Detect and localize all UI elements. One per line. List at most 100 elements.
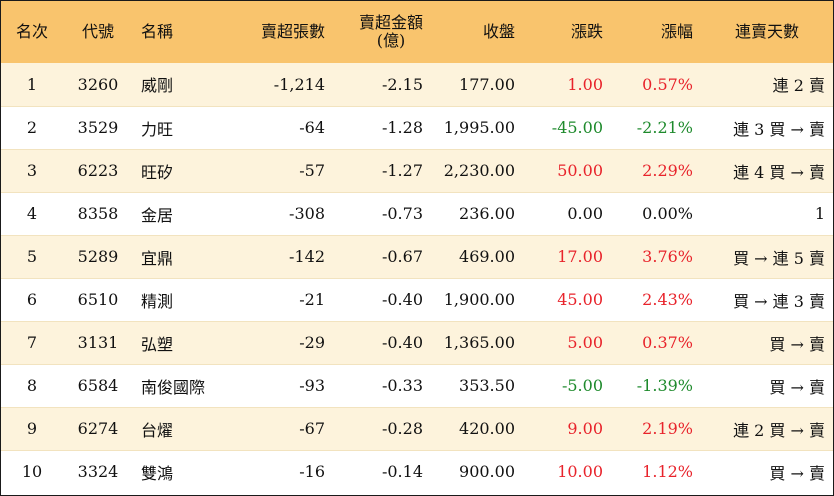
- close-price-cell: 469.00: [431, 234, 523, 278]
- header-change: 漲跌: [570, 22, 603, 41]
- table-row[interactable]: 2 3529 力旺 -64 -1.28 1,995.00 -45.00 -2.21% 連 3 買…: [1, 105, 833, 149]
- change-pct-cell: 2.29%: [611, 148, 701, 192]
- stock-name-cell: 旺矽: [133, 148, 225, 192]
- sell-lots-cell: -93: [225, 363, 333, 407]
- stock-code-cell: 3324: [63, 449, 133, 493]
- change-pct-cell: 1.12%: [611, 449, 701, 493]
- stock-code-cell: 3529: [63, 105, 133, 149]
- table-row[interactable]: 3 6223 旺矽 -57 -1.27 2,230.00 50.00 2.29% 連 4 買 →…: [1, 148, 833, 192]
- sell-lots-cell: -142: [225, 234, 333, 278]
- stock-name-cell: 宜鼎: [133, 234, 225, 278]
- stock-name-cell: 南俊國際: [133, 363, 225, 407]
- sell-days-cell: 買 → 賣: [701, 449, 833, 493]
- stock-name-cell: 台燿: [133, 406, 225, 450]
- price-change-cell: 10.00: [523, 449, 611, 493]
- table-row[interactable]: 7 3131 弘塑 -29 -0.40 1,365.00 5.00 0.37% 買 → 賣: [1, 320, 833, 364]
- sell-amount-cell: -0.40: [333, 277, 431, 321]
- change-pct-cell: 2.43%: [611, 277, 701, 321]
- table-row[interactable]: 6 6510 精測 -21 -0.40 1,900.00 45.00 2.43% 買 → 連 3…: [1, 277, 833, 321]
- sell-days-cell: 連 2 買 → 賣: [701, 406, 833, 450]
- stock-code-cell: 6584: [63, 363, 133, 407]
- rank-cell: 7: [1, 320, 63, 364]
- close-price-cell: 353.50: [431, 363, 523, 407]
- header-sell-amount: 賣超金額 (億): [333, 1, 431, 63]
- sell-lots-cell: -64: [225, 105, 333, 149]
- sell-amount-cell: -0.28: [333, 406, 431, 450]
- header-rank: 名次: [15, 22, 48, 41]
- header-sell-amount-unit: (億): [376, 31, 406, 50]
- sell-days-cell: 連 4 買 → 賣: [701, 148, 833, 192]
- sell-lots-cell: -308: [225, 191, 333, 235]
- table-row[interactable]: 1 3260 威剛 -1,214 -2.15 177.00 1.00 0.57% 連 2 賣: [1, 63, 833, 106]
- sell-days-cell: 1: [701, 191, 833, 235]
- change-pct-cell: 0.57%: [642, 74, 693, 94]
- close-price-cell: 1,900.00: [431, 277, 523, 321]
- stock-name-cell: 雙鴻: [133, 449, 225, 493]
- stock-code-cell: 6510: [63, 277, 133, 321]
- price-change-cell: 17.00: [523, 234, 611, 278]
- change-pct-cell: 2.19%: [611, 406, 701, 450]
- table-row[interactable]: 9 6274 台燿 -67 -0.28 420.00 9.00 2.19% 連 2 買 → 賣: [1, 406, 833, 450]
- stock-name-cell: 威剛: [141, 76, 174, 96]
- sell-lots-cell: -57: [225, 148, 333, 192]
- table-row[interactable]: 8 6584 南俊國際 -93 -0.33 353.50 -5.00 -1.39% 買 → 賣: [1, 363, 833, 407]
- rank-cell: 1: [26, 74, 38, 94]
- sell-lots-cell: -16: [225, 449, 333, 493]
- sell-days-cell: 連 2 賣: [772, 76, 825, 96]
- header-close: 收盤: [482, 22, 515, 41]
- sell-amount-cell: -0.67: [333, 234, 431, 278]
- sell-lots-cell: -21: [225, 277, 333, 321]
- rank-cell: 4: [1, 191, 63, 235]
- close-price-cell: 236.00: [431, 191, 523, 235]
- price-change-cell: -45.00: [523, 105, 611, 149]
- stock-code-cell: 5289: [63, 234, 133, 278]
- rank-cell: 6: [1, 277, 63, 321]
- rank-cell: 3: [1, 148, 63, 192]
- close-price-cell: 177.00: [459, 74, 515, 94]
- price-change-cell: 1.00: [567, 74, 603, 94]
- sell-amount-cell: -1.27: [333, 148, 431, 192]
- rank-cell: 2: [1, 105, 63, 149]
- rank-cell: 5: [1, 234, 63, 278]
- sell-lots-cell: -29: [225, 320, 333, 364]
- header-sell-lots: 賣超張數: [260, 22, 325, 41]
- stock-code-cell: 3260: [77, 74, 119, 94]
- stock-code-cell: 6274: [63, 406, 133, 450]
- header-change-pct: 漲幅: [660, 22, 693, 41]
- rank-cell: 8: [1, 363, 63, 407]
- close-price-cell: 1,995.00: [431, 105, 523, 149]
- header-sell-amount-title: 賣超金額: [358, 13, 423, 32]
- sell-days-cell: 買 → 賣: [701, 320, 833, 364]
- sell-amount-cell: -0.14: [333, 449, 431, 493]
- stock-code-cell: 8358: [63, 191, 133, 235]
- header-name: 名稱: [141, 22, 174, 41]
- sell-lots-cell: -1,214: [273, 74, 325, 94]
- stock-name-cell: 弘塑: [133, 320, 225, 364]
- stock-name-cell: 精測: [133, 277, 225, 321]
- price-change-cell: 5.00: [523, 320, 611, 364]
- price-change-cell: 0.00: [523, 191, 611, 235]
- change-pct-cell: -2.21%: [611, 105, 701, 149]
- rank-cell: 10: [1, 449, 63, 493]
- table-row[interactable]: 10 3324 雙鴻 -16 -0.14 900.00 10.00 1.12% 買 → 賣: [1, 449, 833, 493]
- table-row[interactable]: 4 8358 金居 -308 -0.73 236.00 0.00 0.00% 1: [1, 191, 833, 235]
- change-pct-cell: 0.37%: [611, 320, 701, 364]
- sell-amount-cell: -2.15: [381, 74, 423, 94]
- header-sell-days: 連賣天數: [734, 22, 799, 41]
- sell-days-cell: 買 → 賣: [701, 363, 833, 407]
- sell-amount-cell: -1.28: [333, 105, 431, 149]
- table-row[interactable]: 5 5289 宜鼎 -142 -0.67 469.00 17.00 3.76% 買 → 連 5 …: [1, 234, 833, 278]
- close-price-cell: 2,230.00: [431, 148, 523, 192]
- sell-lots-cell: -67: [225, 406, 333, 450]
- sell-days-cell: 連 3 買 → 賣: [701, 105, 833, 149]
- rank-cell: 9: [1, 406, 63, 450]
- price-change-cell: 50.00: [523, 148, 611, 192]
- price-change-cell: -5.00: [523, 363, 611, 407]
- header-code: 代號: [81, 22, 114, 41]
- stock-name-cell: 金居: [133, 191, 225, 235]
- table-header-row: 名次 代號 名稱 賣超張數 賣超金額 (億) 收盤 漲跌 漲幅 連賣天數: [1, 1, 833, 63]
- close-price-cell: 1,365.00: [431, 320, 523, 364]
